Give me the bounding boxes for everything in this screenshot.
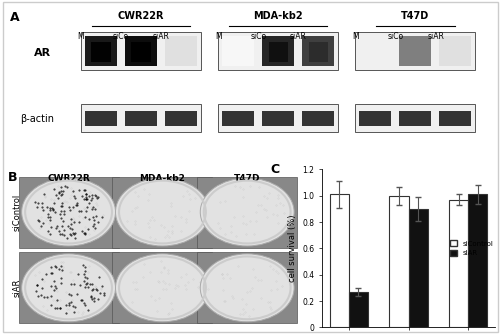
- Bar: [218, 105, 338, 132]
- Bar: [165, 111, 197, 126]
- Bar: [302, 36, 334, 66]
- Bar: [440, 111, 472, 126]
- Bar: [197, 252, 297, 323]
- Text: siAR: siAR: [153, 32, 170, 41]
- Bar: [132, 42, 150, 62]
- Ellipse shape: [116, 178, 210, 246]
- Text: siCo: siCo: [250, 32, 266, 41]
- Text: siCo: siCo: [113, 32, 129, 41]
- Text: T47D: T47D: [234, 174, 260, 183]
- Text: MDA-kb2: MDA-kb2: [140, 174, 186, 183]
- Bar: [262, 111, 294, 126]
- Text: siControl: siControl: [12, 193, 22, 231]
- Bar: [197, 176, 297, 247]
- Ellipse shape: [22, 254, 116, 322]
- Bar: [81, 105, 201, 132]
- Text: C: C: [270, 163, 279, 176]
- Bar: [390, 196, 408, 327]
- Bar: [112, 176, 212, 247]
- Bar: [222, 36, 254, 66]
- Bar: [449, 200, 468, 327]
- Legend: siControl, sIAR: siControl, sIAR: [449, 239, 495, 258]
- Text: CWR22R: CWR22R: [47, 174, 90, 183]
- Bar: [85, 111, 117, 126]
- Text: siAR: siAR: [428, 32, 444, 41]
- Bar: [400, 111, 432, 126]
- Text: siAR: siAR: [290, 32, 307, 41]
- Text: siCo: siCo: [388, 32, 404, 41]
- Text: siAR: siAR: [12, 279, 22, 297]
- Bar: [18, 176, 118, 247]
- Bar: [330, 194, 349, 327]
- Y-axis label: cell survival (%): cell survival (%): [288, 215, 296, 282]
- Ellipse shape: [22, 178, 116, 246]
- Bar: [302, 111, 334, 126]
- Bar: [165, 36, 197, 66]
- Ellipse shape: [200, 178, 294, 246]
- Bar: [92, 42, 110, 62]
- Text: MDA-kb2: MDA-kb2: [254, 11, 303, 21]
- Bar: [408, 209, 428, 327]
- Text: AR: AR: [34, 48, 51, 58]
- Text: β-actin: β-actin: [20, 115, 54, 125]
- Bar: [125, 36, 157, 66]
- Bar: [400, 36, 432, 66]
- Ellipse shape: [116, 254, 210, 322]
- Text: CWR22R: CWR22R: [118, 11, 164, 21]
- Bar: [356, 32, 476, 70]
- Bar: [85, 36, 117, 66]
- Bar: [222, 111, 254, 126]
- Bar: [112, 252, 212, 323]
- Bar: [18, 252, 118, 323]
- Text: M: M: [352, 32, 358, 41]
- Text: A: A: [10, 11, 20, 24]
- Bar: [468, 194, 487, 327]
- Text: T47D: T47D: [401, 11, 430, 21]
- Bar: [360, 111, 392, 126]
- Text: M: M: [78, 32, 84, 41]
- Ellipse shape: [200, 254, 294, 322]
- Bar: [440, 36, 472, 66]
- Bar: [268, 42, 288, 62]
- Bar: [262, 36, 294, 66]
- Bar: [308, 42, 328, 62]
- Text: M: M: [215, 32, 222, 41]
- Bar: [356, 105, 476, 132]
- Bar: [349, 292, 368, 327]
- Bar: [125, 111, 157, 126]
- Bar: [218, 32, 338, 70]
- Bar: [81, 32, 201, 70]
- Text: B: B: [8, 171, 18, 184]
